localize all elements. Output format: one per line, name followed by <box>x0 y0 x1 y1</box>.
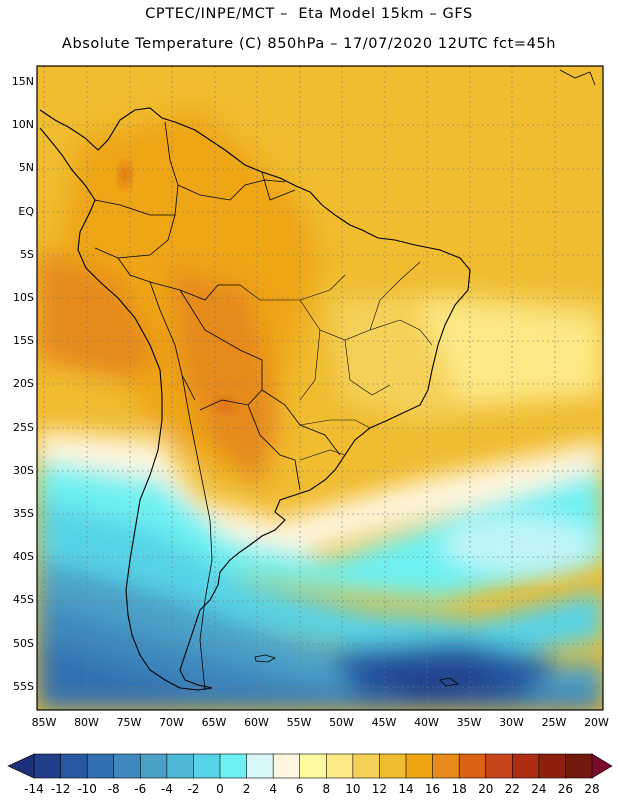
colorbar-swatch <box>139 753 168 779</box>
colorbar-swatch <box>60 753 88 779</box>
colorbar-tick-label: 8 <box>322 782 331 796</box>
colorbar-swatch <box>405 753 434 779</box>
colorbar-tick-label: 18 <box>451 782 467 796</box>
lon-label: 85W <box>31 716 57 729</box>
colorbar-tick-label: 0 <box>216 782 224 796</box>
colorbar-swatch <box>432 753 460 779</box>
colorbar-tick-label: -4 <box>160 782 173 796</box>
lon-label: 75W <box>116 716 142 729</box>
colorbar-tick-label: 10 <box>345 782 361 796</box>
lon-label: 20W <box>584 716 609 729</box>
graticule <box>37 66 603 710</box>
lat-label: 25S <box>13 420 34 434</box>
lon-label: 65W <box>201 716 227 729</box>
lon-label: 50W <box>329 716 354 729</box>
lon-label: 40W <box>414 716 439 729</box>
colorbar-tick-label: 2 <box>242 782 251 796</box>
lon-label: 30W <box>499 716 524 729</box>
lon-label: 60W <box>244 716 269 729</box>
colorbar-tick-label: 22 <box>504 782 520 796</box>
colorbar-swatch <box>485 753 514 779</box>
colorbar-tick-label: 26 <box>557 782 574 796</box>
colorbar <box>7 753 613 779</box>
colorbar-swatch <box>352 753 381 779</box>
temperature-field <box>37 66 603 710</box>
lat-label: 15N <box>11 75 34 88</box>
map-frame <box>36 65 604 711</box>
colorbar-swatch <box>565 753 593 779</box>
colorbar-swatch <box>458 753 487 779</box>
colorbar-tick-label: -10 <box>77 782 97 796</box>
lon-label: 25W <box>541 716 567 729</box>
colorbar-swatch <box>538 753 567 779</box>
colorbar-swatch <box>113 753 142 779</box>
lat-label: 45S <box>13 593 34 607</box>
state-borders <box>239 261 433 461</box>
lat-label: 20S <box>13 377 34 391</box>
lat-label: 35S <box>13 507 34 520</box>
colorbar-tick-label: 4 <box>269 782 277 796</box>
colorbar-swatch <box>86 753 115 779</box>
lat-label: 5N <box>18 161 34 175</box>
lat-label: 5S <box>20 247 34 261</box>
colorbar-tick-label: -8 <box>107 782 120 796</box>
colorbar-tick-label: -2 <box>187 782 200 796</box>
map-subtitle: Absolute Temperature (C) 850hPa – 17/07/… <box>61 36 557 52</box>
colorbar-swatch <box>193 753 221 779</box>
colorbar-swatch <box>219 753 248 779</box>
lat-label: 15S <box>13 334 34 348</box>
colorbar-min-arrow <box>7 753 35 779</box>
lon-label: 55W <box>286 716 312 729</box>
lat-label: 10S <box>13 291 34 304</box>
lat-label: 50S <box>13 636 34 650</box>
colorbar-max-arrow <box>591 753 613 779</box>
colorbar-tick-label: 12 <box>371 782 388 796</box>
colorbar-swatch <box>511 753 540 779</box>
colorbar-swatch <box>33 753 62 779</box>
colorbar-tick-label: 24 <box>531 782 547 796</box>
colorbar-tick-label: 16 <box>424 782 441 796</box>
lon-label: 80W <box>74 716 99 729</box>
lat-label: 10N <box>11 118 34 132</box>
map-title: CPTEC/INPE/MCT – Eta Model 15km – GFS <box>145 6 473 22</box>
colorbar-swatch <box>272 753 301 779</box>
colorbar-swatch <box>379 753 407 779</box>
lat-label: EQ <box>18 204 34 218</box>
lon-label: 70W <box>159 716 184 729</box>
lon-label: 35W <box>456 716 482 729</box>
colorbar-tick-label: 28 <box>584 782 600 796</box>
colorbar-tick-label: -12 <box>50 782 71 796</box>
lat-label: 40S <box>13 550 34 564</box>
colorbar-tick-label: -6 <box>134 782 147 796</box>
colorbar-tick-label: 20 <box>478 782 494 796</box>
lat-label: 30S <box>13 463 34 477</box>
lat-label: 55S <box>13 679 34 693</box>
colorbar-tick-label: 14 <box>398 782 414 796</box>
colorbar-swatch <box>325 753 354 779</box>
colorbar-swatch <box>299 753 328 779</box>
colorbar-tick-label: -14 <box>24 782 44 796</box>
lon-label: 45W <box>371 716 397 729</box>
coastline <box>39 107 471 691</box>
colorbar-tick-label: 6 <box>295 782 304 796</box>
colorbar-swatch <box>246 753 274 779</box>
colorbar-swatch <box>166 753 195 779</box>
